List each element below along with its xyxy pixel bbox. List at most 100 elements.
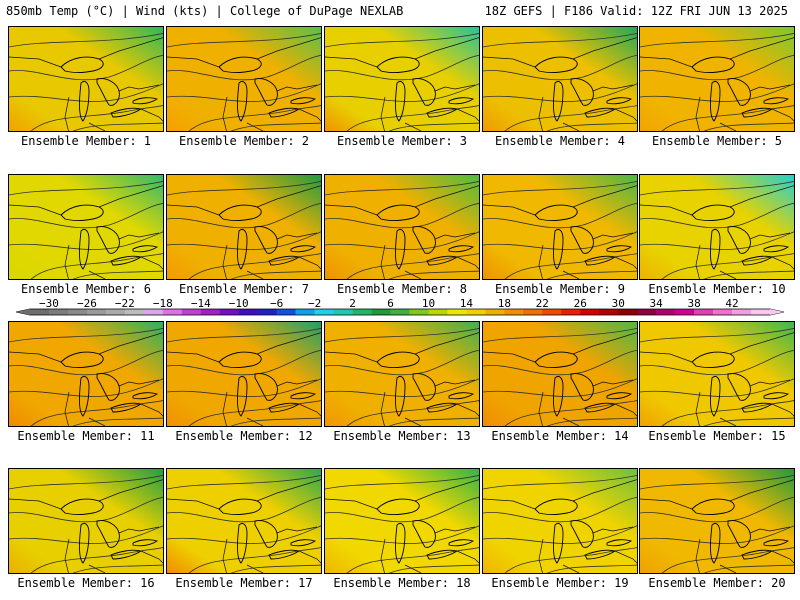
border-line xyxy=(729,479,794,502)
isobar-line xyxy=(188,547,321,573)
isobar-line xyxy=(9,55,163,81)
border-line xyxy=(98,332,163,355)
isobar-line xyxy=(546,417,637,426)
border-line xyxy=(592,379,634,387)
ensemble-member-label: Ensemble Member: 5 xyxy=(651,134,783,148)
isobar-line xyxy=(9,231,163,250)
great-lake-outline xyxy=(110,402,143,413)
isobar-line xyxy=(640,180,794,196)
border-line xyxy=(380,538,386,573)
great-lake-outline xyxy=(218,56,262,73)
great-lake-outline xyxy=(110,255,143,266)
temperature-map xyxy=(640,27,794,131)
colorbar-swatch xyxy=(466,309,486,315)
great-lake-outline xyxy=(96,520,120,548)
colorbar-swatch xyxy=(333,309,353,315)
border-line xyxy=(414,37,479,60)
border-line xyxy=(64,96,70,131)
great-lake-outline xyxy=(691,204,735,221)
great-lake-outline xyxy=(60,56,104,73)
colorbar-max-arrow xyxy=(770,309,784,315)
border-line xyxy=(404,417,422,426)
border-line xyxy=(640,56,693,68)
border-line xyxy=(98,185,163,208)
great-lake-outline xyxy=(426,549,459,560)
border-line xyxy=(118,232,160,240)
ensemble-panel xyxy=(639,26,795,132)
isobar-line xyxy=(661,105,794,131)
border-line xyxy=(729,37,794,60)
ensemble-panel xyxy=(482,26,638,132)
great-lake-outline xyxy=(553,228,564,270)
isobar-line xyxy=(9,83,163,102)
ensemble-panel xyxy=(639,174,795,280)
border-line xyxy=(276,526,318,534)
border-line xyxy=(167,498,220,510)
great-lake-outline xyxy=(395,228,406,270)
colorbar-swatch xyxy=(67,309,88,315)
isobar-line xyxy=(325,497,479,523)
isobar-line xyxy=(188,400,321,426)
border-line xyxy=(614,550,637,564)
isobar-line xyxy=(325,474,479,490)
isobar-line xyxy=(30,105,163,131)
colorbar-swatch xyxy=(732,309,752,315)
great-lake-outline xyxy=(448,245,475,253)
great-lake-outline xyxy=(132,245,159,253)
ensemble-member-label: Ensemble Member: 2 xyxy=(178,134,310,148)
colorbar-swatch xyxy=(523,309,543,315)
great-lake-outline xyxy=(395,375,406,417)
colorbar-tick-label: −22 xyxy=(115,297,135,310)
temperature-map xyxy=(325,27,479,131)
isobar-line xyxy=(30,400,163,426)
border-line xyxy=(434,379,476,387)
isobar-line xyxy=(167,497,321,523)
border-line xyxy=(256,185,321,208)
isobar-line xyxy=(483,180,637,196)
ensemble-member-label: Ensemble Member: 6 xyxy=(20,282,152,296)
colorbar-tick-label: −2 xyxy=(308,297,321,310)
great-lake-outline xyxy=(132,97,159,105)
isobar-line xyxy=(72,564,163,573)
border-line xyxy=(222,244,228,279)
temperature-map xyxy=(9,175,163,279)
border-line xyxy=(64,391,70,426)
colorbar-swatch xyxy=(675,309,695,315)
border-line xyxy=(118,84,160,92)
isobar-line xyxy=(661,547,794,573)
isobar-line xyxy=(640,378,794,397)
colorbar-swatch xyxy=(257,309,277,315)
border-line xyxy=(118,379,160,387)
border-line xyxy=(749,232,791,240)
ensemble-panel xyxy=(324,468,480,574)
great-lake-outline xyxy=(395,522,406,564)
great-lake-outline xyxy=(710,375,721,417)
colorbar-swatch xyxy=(371,309,391,315)
border-line xyxy=(380,244,386,279)
colorbar-swatch xyxy=(238,309,258,315)
border-line xyxy=(562,417,580,426)
colorbar-tick-label: −30 xyxy=(39,297,59,310)
ensemble-member-label: Ensemble Member: 15 xyxy=(648,429,786,443)
isobar-line xyxy=(546,122,637,131)
isobar-line xyxy=(640,203,794,229)
isobar-line xyxy=(640,525,794,544)
ensemble-panel xyxy=(482,174,638,280)
great-lake-outline xyxy=(268,549,301,560)
ensemble-member-label: Ensemble Member: 4 xyxy=(494,134,626,148)
isobar-line xyxy=(703,122,794,131)
isobar-line xyxy=(167,203,321,229)
great-lake-outline xyxy=(727,226,751,254)
isobar-line xyxy=(483,83,637,102)
border-line xyxy=(256,332,321,355)
ensemble-panel xyxy=(166,174,322,280)
border-line xyxy=(404,122,422,131)
great-lake-outline xyxy=(268,402,301,413)
colorbar-min-arrow xyxy=(16,309,30,315)
great-lake-outline xyxy=(553,80,564,122)
isobar-line xyxy=(640,474,794,490)
great-lake-outline xyxy=(570,373,594,401)
border-line xyxy=(771,403,794,417)
border-line xyxy=(719,417,737,426)
border-line xyxy=(325,498,378,510)
